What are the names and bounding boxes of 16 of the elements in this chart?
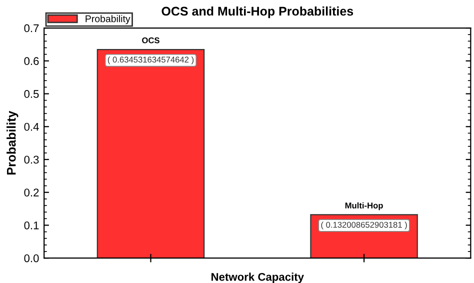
y-axis-title: Probability: [6, 110, 18, 175]
y-tick-label: 0.0: [24, 254, 39, 262]
chart-title: OCS and Multi-Hop Probabilities: [162, 6, 354, 18]
y-tick-label: 0.7: [24, 24, 39, 32]
y-tick-label: 0.6: [24, 57, 39, 66]
y-tick-label: 0.2: [24, 188, 39, 196]
x-tick-label: Multi-Hop: [345, 202, 383, 210]
y-tick-label: 0.5: [24, 90, 39, 98]
data-label: ( 0.132008652903181 ): [321, 222, 407, 230]
x-axis-title: Network Capacity: [212, 272, 304, 283]
x-tick-label: OCS: [142, 37, 160, 44]
y-tick-label: 0.4: [24, 122, 39, 131]
legend-label: Probability: [86, 15, 130, 24]
y-tick-label: 0.3: [24, 156, 39, 164]
data-label: ( 0.634531634574642 ): [108, 56, 194, 64]
y-tick-label: 0.1: [24, 221, 39, 230]
